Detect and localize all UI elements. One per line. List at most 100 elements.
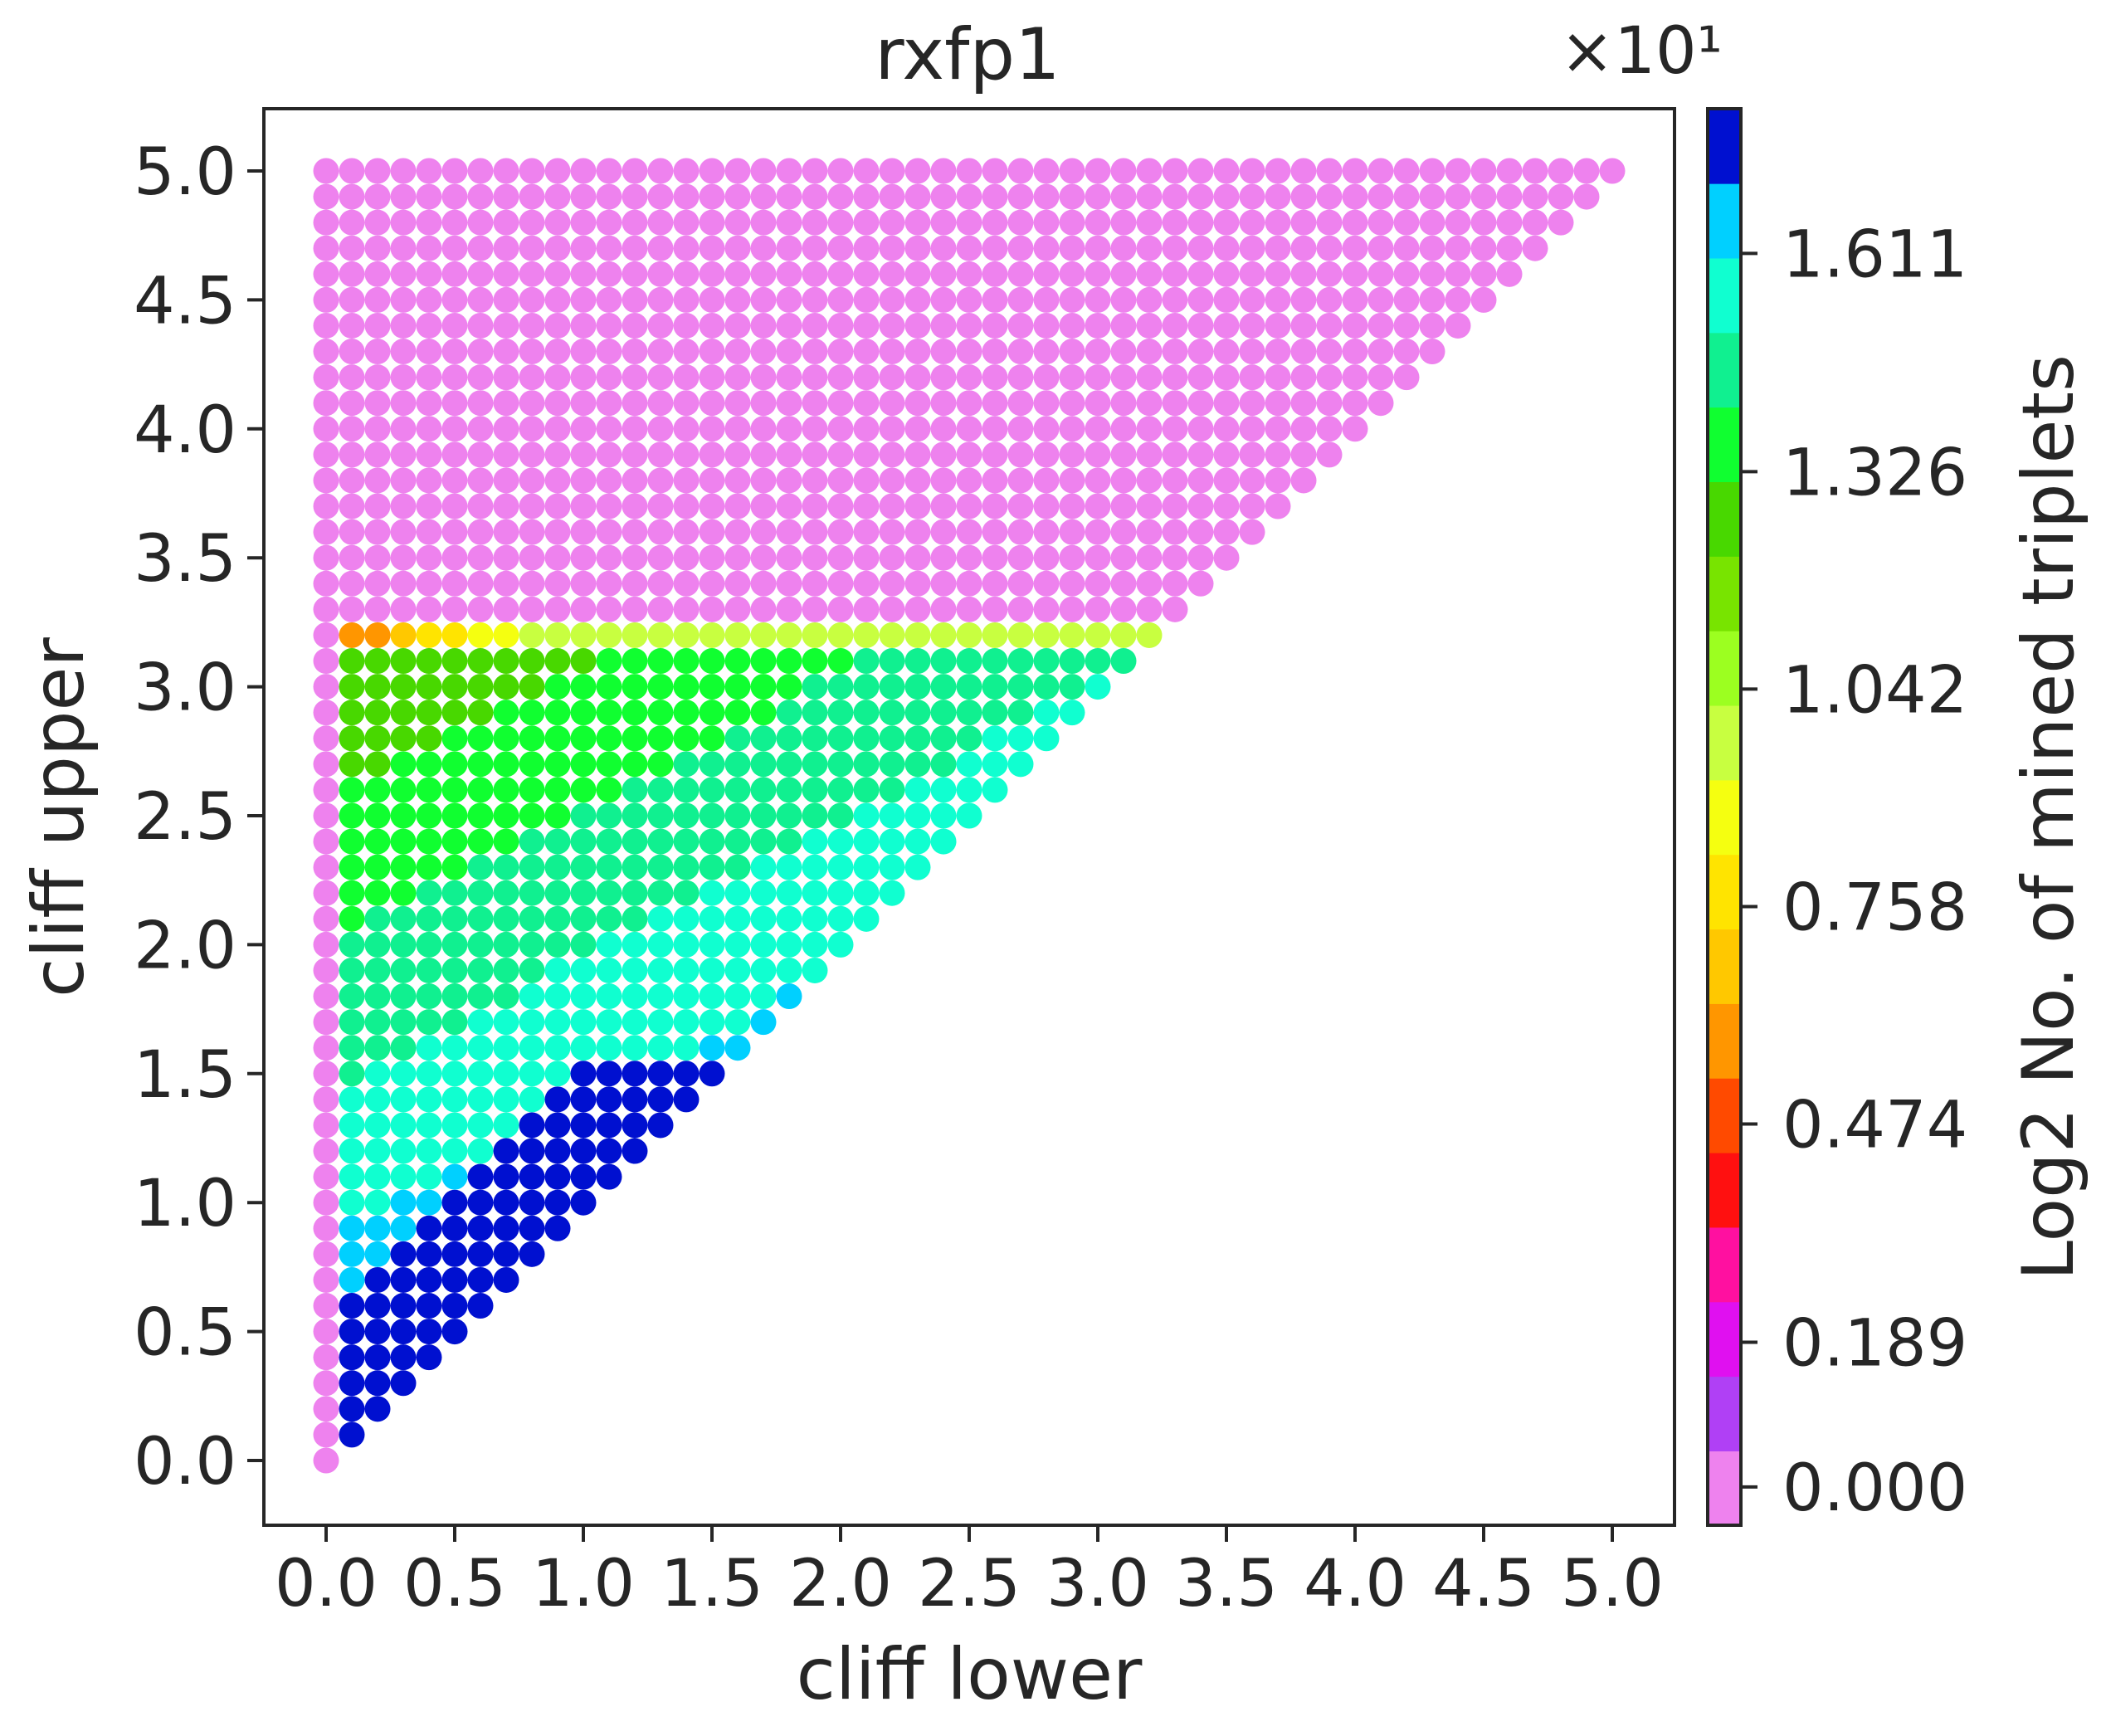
x-tick-label: 4.5 (1432, 1547, 1535, 1621)
data-point (570, 751, 597, 778)
data-point (1393, 183, 1420, 210)
data-point (647, 1009, 674, 1036)
data-point (673, 931, 700, 958)
data-point (879, 725, 905, 752)
data-point (1059, 312, 1085, 339)
data-point (313, 957, 339, 983)
data-point (1367, 209, 1394, 236)
data-point (750, 570, 777, 597)
data-point (1007, 622, 1034, 648)
data-point (416, 1266, 442, 1293)
data-point (776, 312, 802, 339)
data-point (467, 596, 494, 622)
data-point (313, 854, 339, 880)
data-point (647, 467, 674, 494)
data-point (339, 725, 365, 752)
data-point (956, 700, 982, 726)
data-point (750, 983, 777, 1010)
data-point (1419, 286, 1445, 313)
data-point (1136, 261, 1163, 287)
data-point (467, 1061, 494, 1087)
data-point (493, 261, 519, 287)
data-point (339, 1189, 365, 1216)
data-point (493, 364, 519, 391)
colorbar-segment (1708, 929, 1741, 1004)
data-point (724, 674, 751, 700)
data-point (802, 183, 828, 210)
data-point (519, 1189, 545, 1216)
data-point (313, 1344, 339, 1371)
data-point (1316, 416, 1343, 442)
data-point (647, 544, 674, 571)
data-point (390, 596, 417, 622)
data-point (416, 802, 442, 829)
data-point (519, 1009, 545, 1036)
data-point (1085, 622, 1111, 648)
data-point (622, 1061, 648, 1087)
data-point (622, 1009, 648, 1036)
data-point (1419, 183, 1445, 210)
y-axis-label: cliff upper (17, 637, 100, 997)
data-point (1342, 390, 1368, 417)
data-point (1265, 286, 1291, 313)
colorbar-tick-label: 1.042 (1782, 653, 1967, 728)
data-point (544, 416, 571, 442)
colorbar-segment (1708, 854, 1741, 930)
data-point (930, 519, 957, 545)
data-point (673, 364, 700, 391)
data-point (1290, 183, 1317, 210)
data-point (724, 544, 751, 571)
data-point (390, 467, 417, 494)
data-point (622, 570, 648, 597)
data-point (1136, 467, 1163, 494)
data-point (1496, 261, 1523, 287)
data-point (673, 802, 700, 829)
data-point (390, 364, 417, 391)
data-point (390, 544, 417, 571)
data-point (313, 416, 339, 442)
data-point (570, 493, 597, 519)
data-point (596, 905, 622, 932)
y-tick-label: 0.5 (134, 1296, 236, 1371)
data-point (313, 390, 339, 417)
data-point (904, 209, 931, 236)
data-point (1059, 339, 1085, 365)
data-point (313, 1215, 339, 1241)
data-point (519, 467, 545, 494)
data-point (827, 390, 854, 417)
data-point (853, 880, 880, 906)
data-point (930, 622, 957, 648)
data-point (622, 880, 648, 906)
data-point (441, 1189, 468, 1216)
data-point (596, 1009, 622, 1036)
data-point (1085, 286, 1111, 313)
data-point (1085, 493, 1111, 519)
data-point (776, 700, 802, 726)
data-point (596, 1035, 622, 1061)
data-point (956, 235, 982, 261)
data-point (802, 854, 828, 880)
data-point (724, 441, 751, 468)
data-point (416, 158, 442, 184)
data-point (364, 416, 391, 442)
data-point (1213, 364, 1240, 391)
data-point (519, 261, 545, 287)
data-point (570, 261, 597, 287)
data-point (364, 1189, 391, 1216)
data-point (1033, 235, 1060, 261)
data-point (441, 596, 468, 622)
data-point (1162, 596, 1188, 622)
data-point (493, 544, 519, 571)
data-point (1470, 209, 1497, 236)
data-point (1316, 390, 1343, 417)
data-point (1265, 261, 1291, 287)
data-point (1419, 235, 1445, 261)
data-point (699, 700, 725, 726)
data-point (879, 828, 905, 855)
data-point (827, 802, 854, 829)
data-point (1342, 286, 1368, 313)
data-point (596, 209, 622, 236)
data-point (699, 493, 725, 519)
data-point (802, 519, 828, 545)
data-point (596, 802, 622, 829)
